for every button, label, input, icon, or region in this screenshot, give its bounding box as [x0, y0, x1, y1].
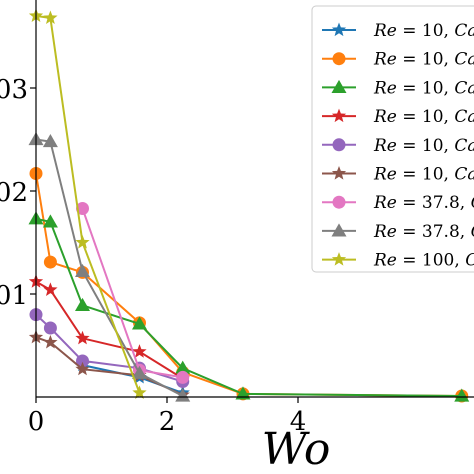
legend-label: Re = 10, Ca — [373, 21, 474, 41]
legend: Re = 10, Ca Re = 10, Ca Re = 10, Ca Re = 10… — [311, 5, 474, 273]
series-8 — [28, 132, 191, 402]
y-tick-label: 02 — [0, 178, 28, 208]
legend-entry: Re = 10, Ca — [322, 136, 474, 156]
legend-entry: Re = 10, Ca — [322, 50, 474, 70]
legend-entry: Re = 10, Ca — [322, 165, 474, 185]
data-point — [75, 235, 90, 249]
data-point — [75, 297, 91, 311]
legend-label: Re = 10, Ca — [373, 50, 474, 70]
legend-label: Re = 10, Ca — [373, 78, 474, 98]
legend-label: Re = 37.8, Ca — [373, 193, 474, 213]
series-layer — [28, 8, 470, 403]
data-point — [131, 365, 147, 379]
legend-entry: Re = 37.8, Ca — [322, 222, 474, 242]
data-point — [131, 316, 147, 330]
legend-marker — [332, 52, 346, 66]
data-point — [43, 321, 57, 335]
axes — [35, 0, 474, 398]
legend-box — [311, 5, 474, 273]
data-point — [43, 334, 58, 349]
series-line — [35, 138, 184, 397]
data-point — [132, 385, 147, 399]
data-point — [176, 370, 190, 384]
legend-entry: Re = 10, Ca — [322, 21, 474, 41]
data-point — [132, 344, 147, 358]
data-point — [43, 255, 57, 269]
x-tick-label: 0 — [28, 407, 45, 437]
legend-marker — [331, 166, 347, 180]
data-point — [75, 361, 90, 376]
legend-marker — [331, 22, 347, 37]
legend-label: Re = 100, Ca — [373, 251, 474, 271]
series-3 — [28, 211, 470, 402]
data-point — [42, 134, 58, 148]
data-point — [43, 10, 58, 25]
data-point — [175, 360, 191, 374]
y-tick-label: 03 — [0, 75, 28, 105]
data-point — [75, 330, 90, 345]
legend-label: Re = 10, Ca — [373, 107, 474, 127]
legend-label: Re = 10, Ca — [373, 165, 474, 185]
legend-entry: Re = 37.8, Ca — [322, 193, 474, 213]
data-point — [43, 282, 58, 296]
legend-marker — [332, 138, 346, 152]
legend-marker — [331, 108, 347, 123]
legend-label: Re = 37.8, Ca — [373, 222, 474, 242]
data-point — [76, 202, 90, 216]
x-tick-label: 2 — [159, 407, 176, 437]
legend-label: Re = 10, Ca — [373, 136, 474, 156]
legend-marker — [332, 195, 346, 209]
x-axis-title: Wo — [262, 424, 331, 474]
legend-entry: Re = 100, Ca — [322, 251, 474, 271]
series-6 — [28, 329, 190, 402]
data-point — [42, 214, 58, 228]
x-tick-label: 4 — [290, 407, 307, 437]
legend-marker — [331, 252, 347, 266]
data-point — [75, 263, 91, 277]
y-tick-label: 01 — [0, 281, 28, 311]
data-point — [235, 386, 251, 400]
legend-marker — [331, 223, 347, 237]
legend-entry: Re = 10, Ca — [322, 107, 474, 127]
data-point — [454, 388, 470, 402]
data-point — [175, 388, 191, 402]
legend-entry: Re = 10, Ca — [322, 78, 474, 98]
series-line — [35, 14, 141, 394]
data-point — [76, 354, 90, 368]
legend-marker — [331, 79, 347, 94]
